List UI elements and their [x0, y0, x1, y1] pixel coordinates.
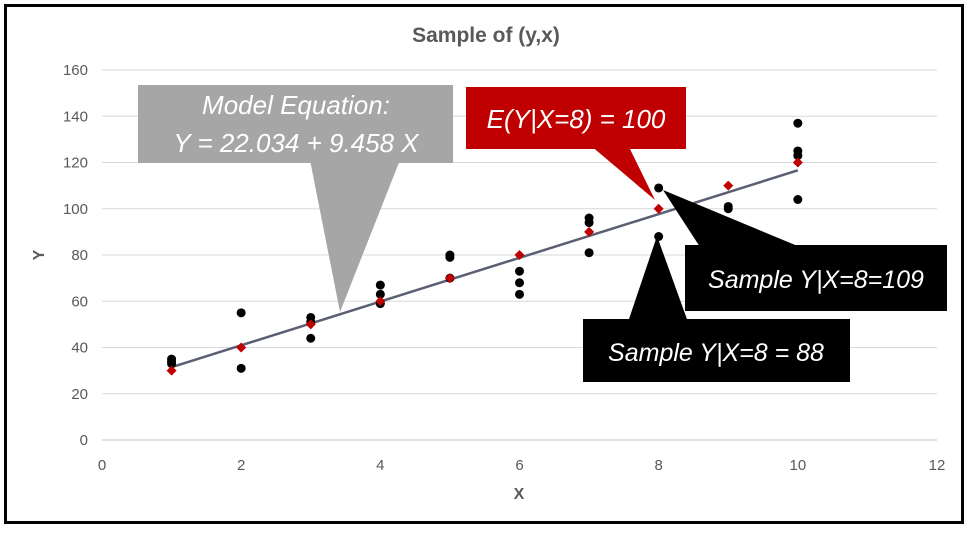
sample-point — [515, 278, 524, 288]
sample-point — [584, 248, 594, 258]
expected-value-point — [723, 180, 734, 191]
sample-point — [515, 266, 524, 276]
expected-callout-box — [466, 87, 686, 149]
y-tick-label: 20 — [71, 386, 88, 403]
y-tick-label: 60 — [71, 293, 88, 310]
sample-high-callout-box — [685, 245, 947, 311]
expected-value-point — [653, 203, 664, 214]
sample-high-callout-pointer — [663, 190, 800, 247]
sample-point — [445, 252, 455, 262]
sample-point — [236, 308, 246, 318]
tick-labels: 0 20 40 60 80 100 120 140 160 0 2 4 6 8 10 12 — [63, 62, 945, 474]
expected-value-point — [584, 226, 595, 237]
sample-point — [793, 151, 803, 161]
model-equation-title: Model Equation: — [202, 90, 390, 120]
y-axis-label: Y — [31, 249, 48, 260]
sample-low-callout-pointer — [628, 236, 688, 322]
x-tick-label: 6 — [515, 457, 523, 474]
x-axis-label: X — [514, 486, 525, 503]
expected-value-text: E(Y|X=8) = 100 — [487, 104, 666, 134]
sample-low-text: Sample Y|X=8 = 88 — [608, 339, 824, 367]
y-tick-label: 80 — [71, 247, 88, 264]
sample-point — [793, 118, 803, 128]
expected-value-point — [444, 273, 455, 284]
model-callout-box — [138, 85, 453, 163]
y-tick-label: 140 — [63, 108, 88, 125]
y-tick-label: 0 — [80, 432, 88, 449]
data-points — [166, 118, 803, 376]
sample-point — [654, 232, 664, 241]
x-tick-label: 12 — [929, 457, 946, 474]
model-equation-text: Y = 22.034 + 9.458 X — [173, 128, 420, 158]
expected-value-point — [375, 296, 386, 307]
sample-point — [236, 363, 246, 373]
x-tick-label: 0 — [98, 457, 106, 474]
sample-point — [167, 359, 177, 369]
expected-value-point — [166, 365, 177, 376]
y-tick-label: 40 — [71, 340, 88, 357]
model-callout-pointer — [310, 160, 400, 312]
sample-point — [723, 204, 733, 214]
sample-high-text: Sample Y|X=8=109 — [708, 266, 924, 294]
sample-point — [584, 218, 594, 228]
expected-callout-pointer — [590, 145, 655, 200]
expected-value-point — [514, 250, 525, 260]
sample-low-callout-box — [583, 319, 850, 382]
y-tick-label: 100 — [63, 201, 88, 218]
x-tick-label: 10 — [789, 457, 806, 474]
sample-point — [375, 280, 385, 290]
sample-point — [515, 289, 524, 299]
sample-point — [654, 183, 664, 193]
y-tick-label: 120 — [63, 155, 88, 172]
expected-value-point — [236, 342, 247, 353]
x-tick-label: 4 — [376, 457, 384, 474]
chart-title: Sample of (y,x) — [412, 24, 560, 47]
sample-point — [793, 195, 803, 204]
sample-point — [306, 333, 316, 343]
callouts: Model Equation: Y = 22.034 + 9.458 X E(Y|X… — [138, 85, 947, 382]
expected-value-point — [305, 319, 316, 330]
expected-value-point — [792, 157, 803, 168]
sample-point — [375, 289, 385, 299]
x-tick-label: 8 — [654, 457, 662, 474]
y-tick-label: 160 — [63, 62, 88, 79]
x-tick-label: 2 — [237, 457, 245, 474]
